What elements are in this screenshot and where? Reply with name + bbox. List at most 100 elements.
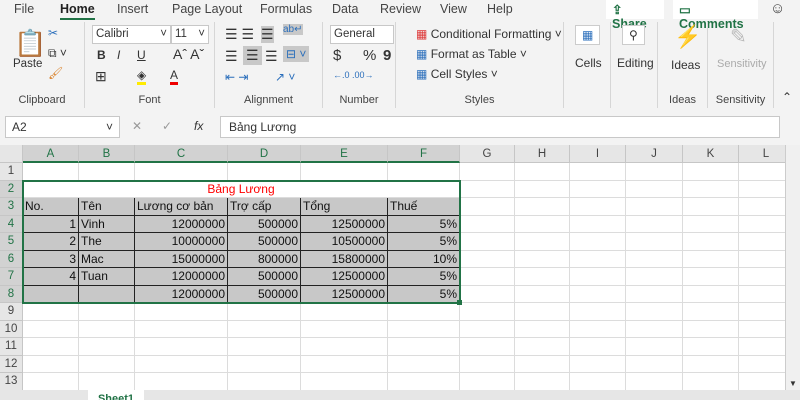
- cell[interactable]: [460, 180, 515, 198]
- tab-help[interactable]: Help: [487, 2, 513, 16]
- data-cell[interactable]: 5%: [388, 285, 460, 303]
- cell[interactable]: [301, 163, 388, 181]
- data-cell[interactable]: 12000000: [135, 285, 228, 303]
- cell[interactable]: [23, 373, 79, 391]
- row-header-2[interactable]: 2: [0, 180, 23, 198]
- spreadsheet-grid[interactable]: A B C D E F G H I J K L 1 2 3 4 5 6 7 8 9 10 11 12 13 No. Tên Lương…: [0, 145, 794, 391]
- cell[interactable]: [626, 355, 683, 373]
- data-cell[interactable]: Tuan: [79, 268, 135, 286]
- cell[interactable]: [135, 338, 228, 356]
- comma-button[interactable]: 9: [383, 47, 392, 64]
- data-cell[interactable]: [23, 285, 79, 303]
- italic-button[interactable]: I: [117, 48, 121, 62]
- data-cell[interactable]: [79, 285, 135, 303]
- cell[interactable]: [301, 355, 388, 373]
- cell[interactable]: [460, 303, 515, 321]
- data-cell[interactable]: 10500000: [301, 233, 388, 251]
- row-header-10[interactable]: 10: [0, 320, 23, 338]
- cell[interactable]: [388, 373, 460, 391]
- row-header-8[interactable]: 8: [0, 285, 23, 303]
- header-cell[interactable]: No.: [23, 198, 79, 216]
- cell[interactable]: [515, 250, 570, 268]
- cell[interactable]: [683, 285, 739, 303]
- data-cell[interactable]: 15000000: [135, 250, 228, 268]
- align-top-icon[interactable]: ☰ ☰: [225, 26, 254, 42]
- cell[interactable]: [135, 320, 228, 338]
- cell[interactable]: [570, 233, 626, 251]
- comments-button[interactable]: ▭ Comments: [673, 0, 758, 31]
- collapse-ribbon-icon[interactable]: ⌃: [782, 90, 793, 104]
- name-box[interactable]: A2 ˅: [5, 116, 120, 138]
- column-header-G[interactable]: G: [460, 145, 515, 163]
- cell[interactable]: [683, 373, 739, 391]
- cell[interactable]: [301, 303, 388, 321]
- tab-formulas[interactable]: Formulas: [260, 2, 313, 16]
- column-header-F[interactable]: F: [388, 145, 460, 163]
- row-header-7[interactable]: 7: [0, 268, 23, 286]
- percent-button[interactable]: %: [363, 47, 377, 64]
- merge-center-icon[interactable]: ⊟ ˅: [283, 46, 310, 62]
- cell[interactable]: [23, 320, 79, 338]
- cell[interactable]: [683, 355, 739, 373]
- font-color-icon[interactable]: A: [170, 68, 179, 85]
- cell[interactable]: [460, 198, 515, 216]
- cell[interactable]: [683, 338, 739, 356]
- row-header-3[interactable]: 3: [0, 198, 23, 216]
- cell[interactable]: [135, 303, 228, 321]
- data-cell[interactable]: 12000000: [135, 268, 228, 286]
- title-cell-merged[interactable]: Bảng Lương: [23, 180, 460, 198]
- cell[interactable]: [79, 338, 135, 356]
- cell[interactable]: [570, 373, 626, 391]
- cell[interactable]: [460, 320, 515, 338]
- tab-view[interactable]: View: [440, 2, 467, 16]
- insert-function-button[interactable]: fx: [194, 119, 204, 133]
- cells-group[interactable]: ▦ Cells: [564, 22, 611, 108]
- data-cell[interactable]: 5%: [388, 268, 460, 286]
- cancel-icon[interactable]: ✕: [132, 119, 143, 133]
- column-header-K[interactable]: K: [683, 145, 739, 163]
- cell[interactable]: [570, 215, 626, 233]
- editing-group[interactable]: ⚲ Editing: [611, 22, 658, 108]
- cell[interactable]: [570, 338, 626, 356]
- cell[interactable]: [460, 163, 515, 181]
- cell[interactable]: [228, 320, 301, 338]
- header-cell[interactable]: Thuế: [388, 198, 460, 216]
- orientation-icon[interactable]: ↗ ˅: [275, 70, 296, 84]
- cell-styles-button[interactable]: ▦ Cell Styles ˅: [416, 67, 498, 81]
- header-cell[interactable]: Lương cơ bản: [135, 198, 228, 216]
- cell[interactable]: [683, 320, 739, 338]
- cell[interactable]: [515, 215, 570, 233]
- data-cell[interactable]: Vinh: [79, 215, 135, 233]
- tab-home[interactable]: Home: [60, 2, 95, 20]
- row-header-6[interactable]: 6: [0, 250, 23, 268]
- cut-icon[interactable]: ✂: [48, 26, 59, 40]
- editing-button[interactable]: Editing: [617, 56, 654, 70]
- conditional-formatting-button[interactable]: ▦ Conditional Formatting ˅: [416, 27, 562, 41]
- data-cell[interactable]: 4: [23, 268, 79, 286]
- cell[interactable]: [570, 285, 626, 303]
- cell[interactable]: [570, 198, 626, 216]
- cell[interactable]: [135, 373, 228, 391]
- decimal-icon[interactable]: ←.0 .00→: [333, 70, 374, 80]
- cell[interactable]: [79, 320, 135, 338]
- cell[interactable]: [626, 268, 683, 286]
- data-cell[interactable]: 800000: [228, 250, 301, 268]
- cell[interactable]: [228, 163, 301, 181]
- cell[interactable]: [301, 320, 388, 338]
- column-header-A[interactable]: A: [23, 145, 79, 163]
- data-cell[interactable]: 5%: [388, 215, 460, 233]
- cell[interactable]: [626, 180, 683, 198]
- cell[interactable]: [79, 163, 135, 181]
- vertical-scrollbar[interactable]: ▼: [785, 145, 800, 390]
- cell[interactable]: [570, 250, 626, 268]
- cell[interactable]: [23, 163, 79, 181]
- cell[interactable]: [460, 268, 515, 286]
- cell[interactable]: [228, 355, 301, 373]
- cell[interactable]: [570, 163, 626, 181]
- align-middle-icon[interactable]: ☰: [261, 26, 274, 43]
- number-format-select[interactable]: General: [330, 25, 394, 44]
- cell[interactable]: [570, 180, 626, 198]
- row-header-5[interactable]: 5: [0, 233, 23, 251]
- cell[interactable]: [23, 355, 79, 373]
- cell[interactable]: [388, 163, 460, 181]
